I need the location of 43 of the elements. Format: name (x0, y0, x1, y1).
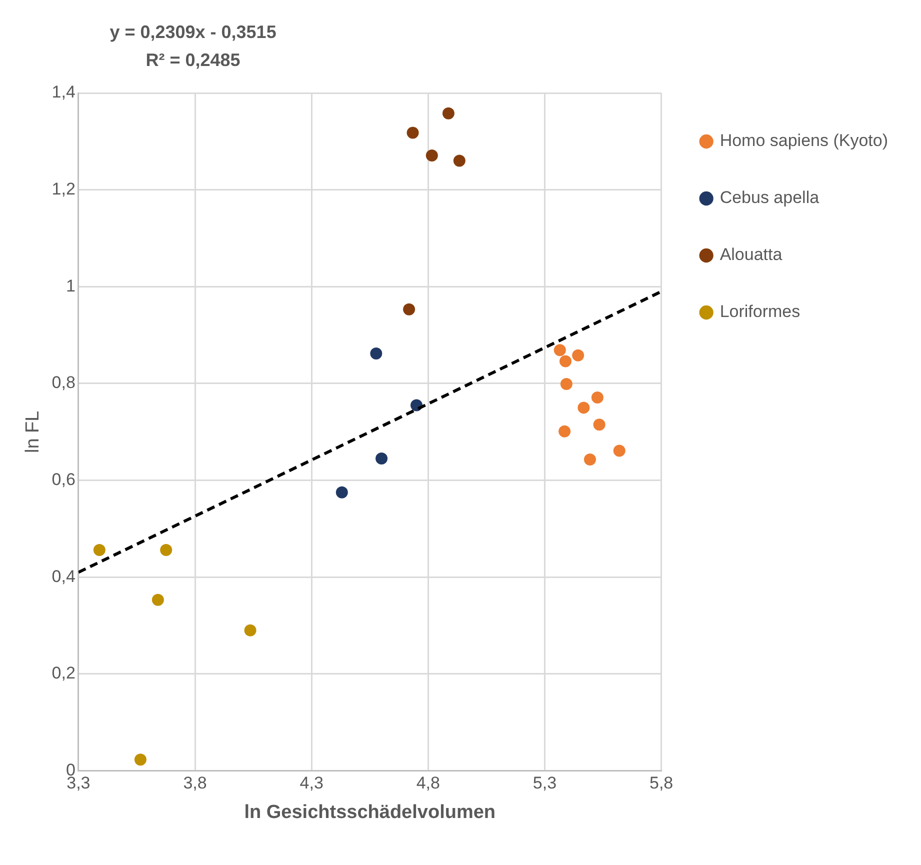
point (160, 544, 172, 556)
point (453, 154, 466, 167)
y-tick-label: 1 (66, 276, 76, 296)
point (554, 344, 566, 356)
legend-label: Homo sapiens (Kyoto) (720, 131, 888, 150)
y-tick-label: 1,4 (52, 82, 76, 102)
point (578, 402, 590, 414)
y-tick-label: 0,4 (52, 566, 76, 586)
point (152, 594, 164, 606)
text: R² = 0,2485 (146, 50, 240, 70)
y-tick-label: 0,8 (52, 373, 76, 392)
x-tick-label: 5,3 (532, 774, 557, 793)
x-tick-label: 4,8 (416, 774, 440, 793)
y-tick-label: 1,2 (52, 180, 76, 199)
point (593, 418, 606, 431)
x-axis-title: ln Gesichtsschädelvolumen (244, 802, 496, 823)
legend-label: Alouatta (720, 245, 783, 264)
y-tick-label: 0,6 (52, 470, 76, 489)
point (93, 544, 106, 556)
legend-label: Cebus apella (720, 188, 820, 208)
x-tick-label: 3,8 (183, 774, 207, 793)
text: y = 0,2309x - 0,3515 (110, 22, 276, 42)
point (426, 149, 438, 162)
x-tick-label: 5,8 (650, 774, 674, 793)
y-axis-title: ln FL (22, 410, 44, 454)
point (560, 378, 572, 390)
point (591, 392, 604, 404)
x-tick-label: 4,3 (300, 774, 324, 793)
point (584, 453, 596, 466)
point (370, 347, 382, 360)
point (406, 126, 419, 139)
point (336, 486, 348, 498)
point (134, 754, 146, 766)
point (572, 349, 584, 362)
point (613, 444, 626, 457)
point (558, 425, 571, 438)
point (244, 624, 256, 636)
point (403, 303, 416, 316)
point (376, 452, 388, 465)
y-tick-label: 0,2 (52, 664, 76, 683)
point (559, 355, 572, 368)
point (442, 107, 454, 120)
legend-label: Loriformes (720, 302, 800, 322)
